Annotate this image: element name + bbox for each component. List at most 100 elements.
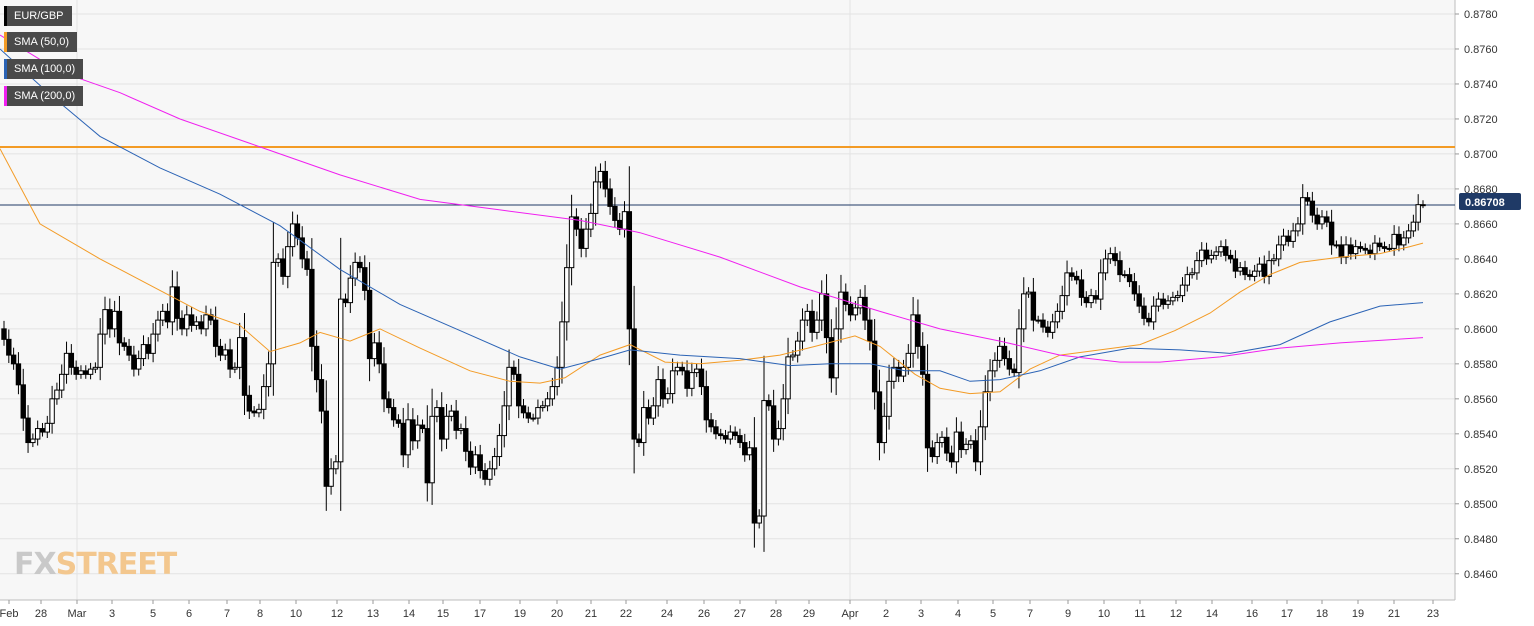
candle-body-up [597,170,604,183]
candle-body-down [924,373,931,449]
candle [496,423,503,466]
candle-body-down [1083,296,1089,304]
x-tick-label: 17 [1281,608,1293,620]
candle [1324,210,1330,228]
candle-body-down [294,223,301,239]
candle-body-down [920,345,926,375]
candle-body-up [674,366,681,372]
candle-body-down [179,317,185,330]
x-tick-label: 28 [35,608,47,620]
y-tick-label: 0.8520 [1464,464,1498,476]
candle-body-up [1054,310,1061,323]
candle-body-down [636,438,642,444]
candle [665,387,671,404]
candle-body-down [631,328,637,440]
candle-body-down [948,452,955,463]
candle-body-up [987,370,993,393]
candle [525,406,532,424]
candle [49,385,55,434]
candle [977,410,984,476]
candle-body-down [770,405,777,440]
candle [357,256,363,273]
candle-body-down [357,261,363,269]
candle [1112,246,1118,267]
candle [814,311,820,340]
candle [641,390,647,456]
candle-body-up [338,298,344,463]
y-tick-label: 0.8700 [1464,149,1498,161]
candle-body-up [501,405,507,437]
candle [309,238,315,372]
candle-body-down [1141,305,1147,319]
candle [333,454,339,475]
candle [944,427,950,461]
candle-body-up [256,408,262,414]
candle-body-down [419,424,426,430]
candle [323,380,329,511]
candle-body-up [689,372,695,389]
candle [87,362,94,380]
x-tick-label: 4 [955,608,961,620]
candle [1328,209,1335,255]
candle [318,364,325,424]
candle [540,400,546,412]
candle-body-down [164,310,171,323]
candle [116,295,123,356]
candle-body-down [1160,298,1166,305]
candle-body-down [68,352,75,368]
candle-body-down [1362,247,1368,251]
candle [1357,241,1364,253]
candle-body-up [1319,216,1325,225]
candle-body-down [1242,267,1248,276]
candle [59,364,65,398]
candle-body-up [997,345,1003,361]
candle-body-up [1237,267,1243,272]
candle-body-up [203,314,209,330]
candle-body-up [30,438,36,444]
y-tick-label: 0.8480 [1464,534,1498,546]
legend-item-sma200[interactable]: SMA (200,0) [4,86,84,106]
candle [963,438,969,455]
candle [515,358,522,419]
sma50-line [0,148,1424,395]
legend-item-sma50[interactable]: SMA (50,0) [4,32,78,52]
candle [751,417,758,548]
y-tick-label: 0.8500 [1464,499,1498,511]
candle-body-down [1396,233,1402,246]
x-tick-label: 18 [1316,608,1328,620]
candle [1117,251,1123,283]
candle [246,385,253,419]
candle-body-down [1304,197,1311,202]
candle [1165,295,1171,309]
candle-body-up [814,319,820,333]
candle-body-up [833,328,839,379]
candle [1300,184,1306,235]
current-price-label: 0.86708 [1459,193,1521,210]
candle-body-up [1025,291,1032,295]
candle-body-up [1174,295,1181,298]
candle-body-up [953,431,960,463]
candle [419,419,426,434]
candle-body-up [559,321,565,368]
candle-body-down [958,431,964,451]
x-tick-label: Feb [0,608,18,620]
candle-body-up [794,340,801,356]
candle [607,178,613,215]
legend-item-eurgbp[interactable]: EUR/GBP [4,6,72,26]
candle-body-down [1328,221,1335,246]
candle [732,426,738,441]
candle-body-up [540,405,546,409]
candle-body-down [718,433,724,437]
x-tick-label: 6 [186,608,192,620]
candle [867,308,873,351]
y-tick-label: 0.8640 [1464,254,1498,266]
candle [487,460,493,486]
candle-body-down [578,228,584,249]
x-tick-label: 14 [1206,608,1218,620]
x-tick-label: 24 [661,608,673,620]
candle-body-down [1247,274,1253,277]
candle-body-up [371,342,378,360]
candle-body-up [1280,235,1287,246]
candle [905,344,912,375]
legend-item-sma100[interactable]: SMA (100,0) [4,59,84,79]
